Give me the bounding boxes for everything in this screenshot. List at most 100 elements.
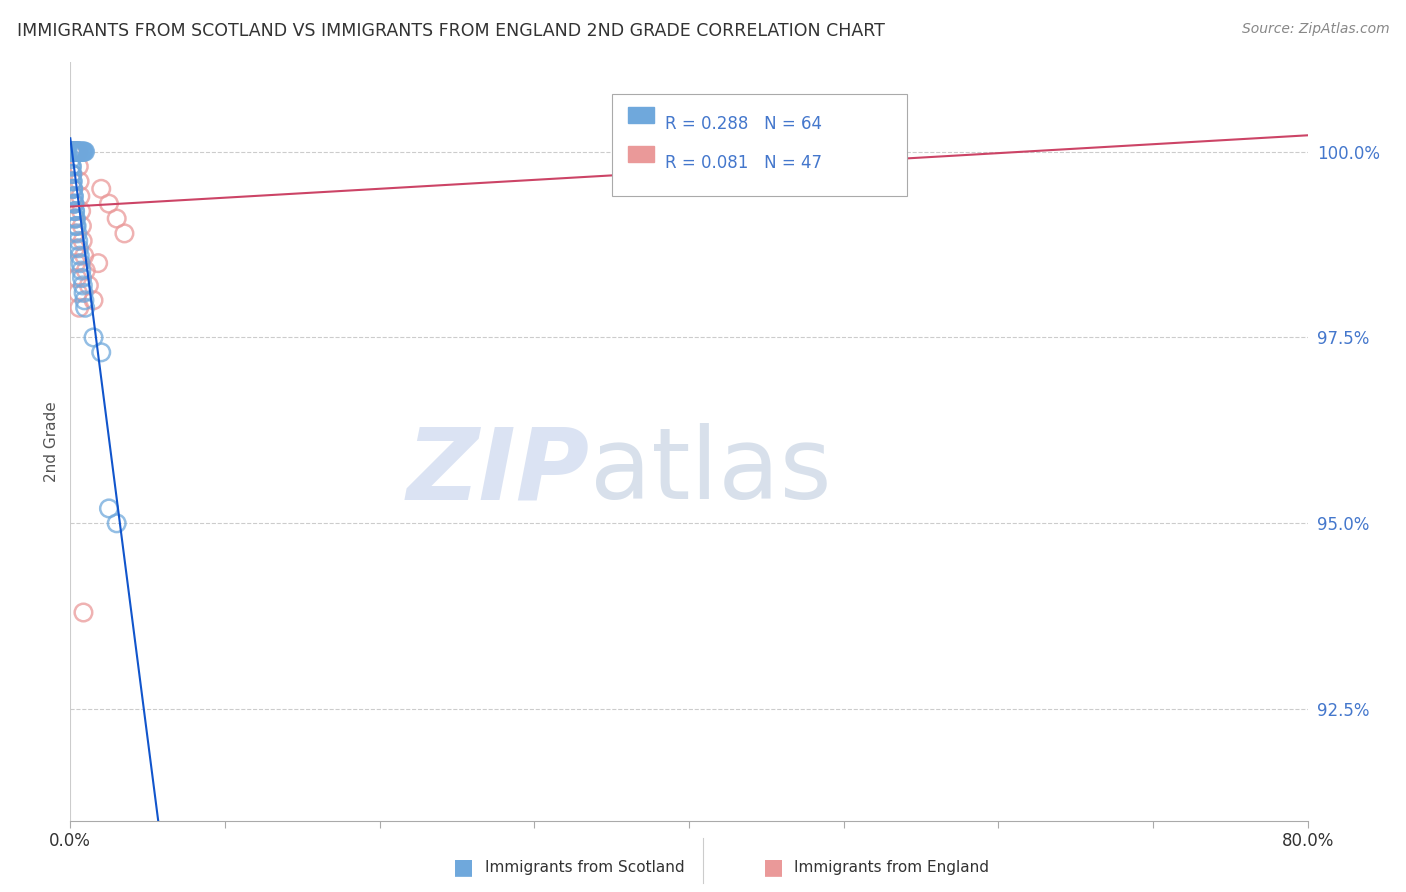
Point	[65, 256, 87, 270]
Point	[65, 145, 87, 159]
Point	[82, 293, 105, 308]
Point	[90, 345, 112, 359]
Point	[66, 219, 89, 233]
Point	[65, 145, 87, 159]
Text: R = 0.288   N = 64: R = 0.288 N = 64	[665, 115, 823, 133]
Text: ZIP: ZIP	[406, 424, 591, 520]
Point	[65, 219, 87, 233]
Point	[66, 145, 89, 159]
Point	[72, 278, 94, 293]
Point	[65, 211, 87, 226]
Text: ■: ■	[763, 857, 783, 877]
Point	[67, 145, 90, 159]
Point	[66, 145, 89, 159]
Text: atlas: atlas	[591, 424, 831, 520]
Point	[63, 145, 86, 159]
Point	[63, 189, 86, 203]
Point	[63, 204, 86, 219]
Text: Immigrants from England: Immigrants from England	[794, 860, 990, 874]
Point	[63, 204, 86, 219]
Point	[62, 182, 84, 196]
Point	[65, 145, 87, 159]
Point	[67, 145, 90, 159]
Point	[62, 145, 84, 159]
Point	[67, 145, 90, 159]
Point	[60, 145, 83, 159]
Point	[60, 174, 83, 188]
Point	[62, 145, 84, 159]
Point	[69, 145, 91, 159]
Point	[67, 241, 90, 255]
Y-axis label: 2nd Grade: 2nd Grade	[44, 401, 59, 482]
Point	[62, 145, 84, 159]
Point	[65, 145, 87, 159]
Point	[75, 263, 97, 277]
Point	[67, 145, 90, 159]
Point	[60, 152, 83, 166]
Text: ■: ■	[454, 857, 474, 877]
Point	[66, 145, 89, 159]
Point	[63, 196, 86, 211]
Point	[69, 249, 91, 263]
Point	[98, 196, 120, 211]
Point	[65, 145, 87, 159]
Point	[60, 145, 83, 159]
Point	[62, 182, 84, 196]
Point	[66, 271, 89, 285]
Text: IMMIGRANTS FROM SCOTLAND VS IMMIGRANTS FROM ENGLAND 2ND GRADE CORRELATION CHART: IMMIGRANTS FROM SCOTLAND VS IMMIGRANTS F…	[17, 22, 884, 40]
Point	[72, 606, 94, 620]
Point	[105, 516, 128, 531]
Point	[67, 301, 90, 315]
Point	[66, 227, 89, 241]
Point	[72, 145, 94, 159]
Point	[62, 196, 84, 211]
Point	[62, 182, 84, 196]
Point	[63, 196, 86, 211]
Point	[73, 145, 96, 159]
Text: R = 0.081   N = 47: R = 0.081 N = 47	[665, 154, 823, 172]
Point	[62, 145, 84, 159]
Point	[69, 256, 91, 270]
Point	[77, 278, 100, 293]
Point	[63, 145, 86, 159]
Point	[63, 145, 86, 159]
Point	[60, 145, 83, 159]
Point	[60, 160, 83, 174]
Point	[114, 227, 135, 241]
Point	[69, 189, 91, 203]
Point	[678, 145, 700, 159]
Point	[66, 145, 89, 159]
Point	[70, 263, 93, 277]
Point	[65, 145, 87, 159]
Point	[65, 145, 87, 159]
Point	[73, 145, 96, 159]
Point	[62, 145, 84, 159]
Point	[70, 145, 93, 159]
Point	[60, 145, 83, 159]
Point	[66, 145, 89, 159]
Point	[62, 145, 84, 159]
Point	[63, 145, 86, 159]
Point	[105, 211, 128, 226]
Point	[63, 241, 86, 255]
Point	[67, 234, 90, 248]
Point	[70, 219, 93, 233]
Point	[62, 174, 84, 188]
Point	[72, 145, 94, 159]
Point	[98, 501, 120, 516]
Point	[87, 256, 110, 270]
Point	[60, 160, 83, 174]
Point	[70, 145, 93, 159]
Point	[62, 145, 84, 159]
Point	[69, 174, 91, 188]
Point	[63, 211, 86, 226]
Point	[67, 160, 90, 174]
Point	[70, 204, 93, 219]
Point	[70, 271, 93, 285]
Point	[72, 285, 94, 300]
Point	[65, 145, 87, 159]
Point	[75, 301, 97, 315]
Point	[69, 145, 91, 159]
Point	[90, 182, 112, 196]
Point	[62, 145, 84, 159]
